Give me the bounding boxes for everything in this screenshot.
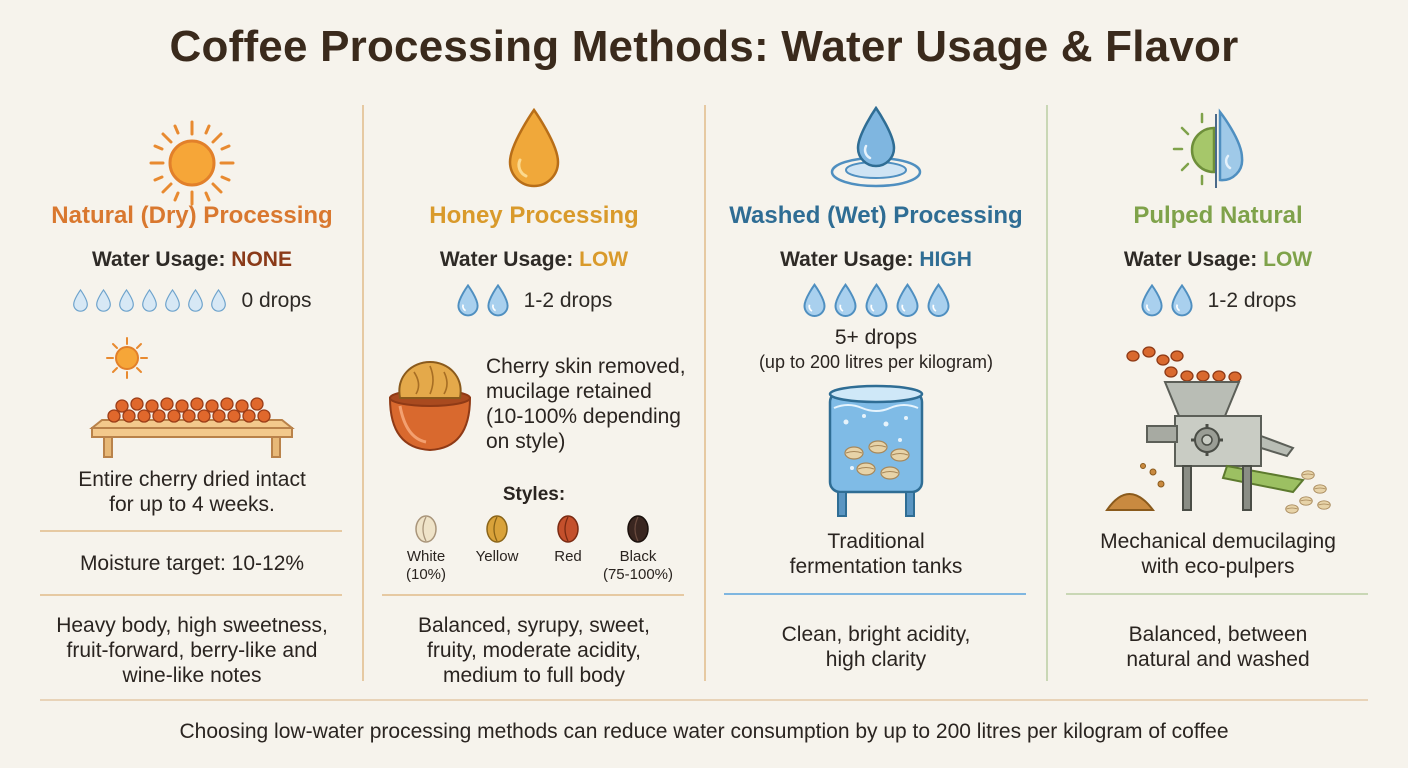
drying-bed-icon	[89, 337, 295, 458]
flavor-profile: Clean, bright acidity, high clarity	[781, 623, 971, 671]
water-drop-splash-icon	[830, 106, 922, 188]
water-drop-icon	[1140, 284, 1164, 318]
cherry-mucilage-icon	[388, 360, 472, 452]
method-title: Pulped Natural	[1133, 202, 1303, 229]
drops-count: 1-2 drops	[1207, 289, 1297, 312]
empty-drop-icon	[95, 289, 112, 313]
divider	[1066, 593, 1368, 595]
method-description: Traditional fermentation tanks	[789, 530, 963, 578]
moisture-target: Moisture target: 10-12%	[79, 552, 305, 575]
water-usage: Water Usage: LOW	[439, 248, 629, 271]
sun-water-icon	[1172, 108, 1244, 188]
flavor-profile: Heavy body, high sweetness, fruit-forwar…	[56, 614, 328, 687]
fermentation-tank-icon	[828, 384, 924, 517]
water-drops-row: 0 drops	[22, 284, 362, 318]
method-description: Entire cherry dried intact for up to 4 w…	[78, 468, 306, 516]
method-title: Natural (Dry) Processing	[51, 202, 333, 229]
water-drop-icon	[486, 284, 510, 318]
eco-pulper-icon	[1105, 346, 1331, 514]
method-title: Washed (Wet) Processing	[729, 202, 1023, 229]
empty-drop-icon	[118, 289, 135, 313]
footer-divider	[40, 699, 1368, 701]
water-usage: Water Usage: NONE	[92, 248, 292, 271]
flavor-profile: Balanced, syrupy, sweet, fruity, moderat…	[418, 614, 650, 687]
column-divider	[704, 105, 706, 681]
style-label-white: White (10%)	[405, 548, 446, 583]
water-drop-icon	[802, 283, 827, 319]
empty-drop-icon	[187, 289, 204, 313]
water-usage: Water Usage: LOW	[1123, 248, 1313, 271]
drops-count: 1-2 drops	[523, 289, 613, 312]
styles-title: Styles:	[502, 484, 566, 505]
water-drop-icon	[833, 283, 858, 319]
water-usage: Water Usage: HIGH	[780, 248, 972, 271]
method-description: Mechanical demucilaging with eco-pulpers	[1100, 530, 1336, 578]
divider	[40, 594, 342, 596]
washed-processing-column: Washed (Wet) Processing Water Usage: HIG…	[706, 100, 1046, 685]
black-bean-icon	[627, 515, 649, 543]
style-label-red: Red	[554, 548, 582, 565]
water-drops-row: 1-2 drops	[364, 284, 704, 318]
natural-processing-column: Natural (Dry) Processing Water Usage: NO…	[22, 100, 362, 687]
flavor-profile: Balanced, between natural and washed	[1126, 623, 1310, 671]
column-divider	[1046, 105, 1048, 681]
red-bean-icon	[557, 515, 579, 543]
method-description: Cherry skin removed, mucilage retained (…	[486, 355, 686, 453]
water-drops-row	[706, 284, 1046, 318]
style-label-yellow: Yellow	[475, 548, 519, 565]
drops-count: 0 drops	[241, 289, 312, 312]
honey-processing-column: Honey Processing Water Usage: LOW 1-2 dr…	[364, 100, 704, 687]
pulped-natural-column: Pulped Natural Water Usage: LOW 1-2 drop…	[1048, 100, 1388, 685]
divider	[724, 593, 1026, 595]
empty-drop-icon	[72, 289, 89, 313]
white-bean-icon	[415, 515, 437, 543]
divider	[40, 530, 342, 532]
empty-drop-icon	[210, 289, 227, 313]
empty-drop-icon	[141, 289, 158, 313]
water-drops-row: 1-2 drops	[1048, 284, 1388, 318]
sun-icon	[149, 120, 235, 206]
water-drop-icon	[1170, 284, 1194, 318]
water-drop-icon	[926, 283, 951, 319]
style-label-black: Black (75-100%)	[602, 548, 674, 583]
yellow-bean-icon	[486, 515, 508, 543]
honey-drop-icon	[508, 107, 560, 188]
divider	[382, 594, 684, 596]
drops-note: (up to 200 litres per kilogram)	[758, 352, 994, 372]
method-title: Honey Processing	[429, 202, 639, 229]
page-title: Coffee Processing Methods: Water Usage &…	[169, 22, 1239, 71]
empty-drop-icon	[164, 289, 181, 313]
water-drop-icon	[456, 284, 480, 318]
drops-count: 5+ drops	[834, 326, 918, 349]
water-drop-icon	[895, 283, 920, 319]
column-divider	[362, 105, 364, 681]
footer-note: Choosing low-water processing methods ca…	[179, 720, 1229, 743]
water-drop-icon	[864, 283, 889, 319]
